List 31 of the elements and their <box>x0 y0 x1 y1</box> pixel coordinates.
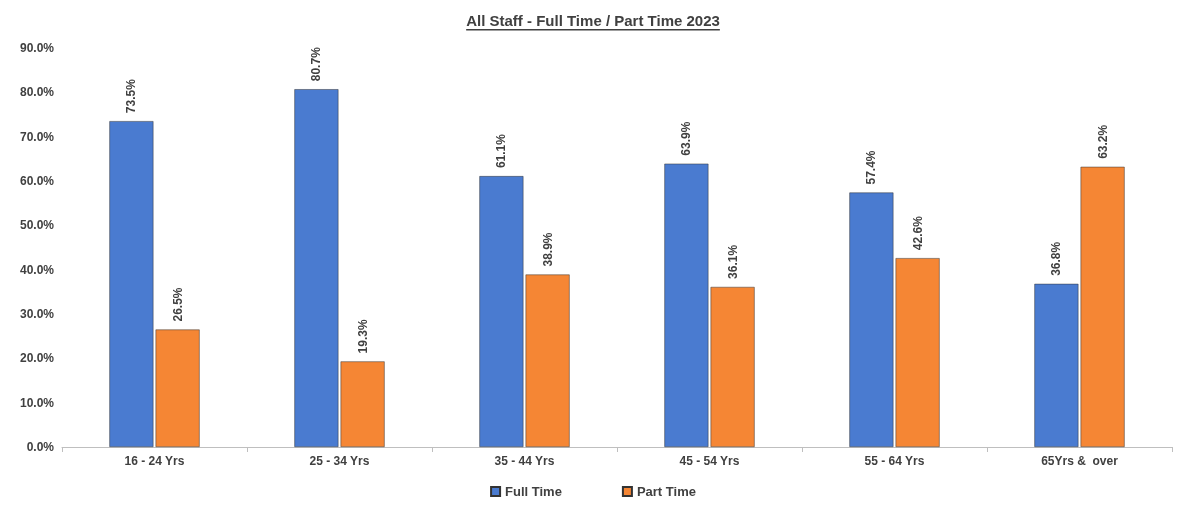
legend-label: Full Time <box>505 484 562 499</box>
data-label: 42.6% <box>910 215 925 251</box>
x-tick-label: 35 - 44 Yrs <box>494 454 555 468</box>
y-tick-label: 90.0% <box>19 41 55 55</box>
data-label: 61.1% <box>494 133 509 169</box>
data-label: 63.9% <box>679 121 694 156</box>
y-tick-label: 80.0% <box>19 85 55 100</box>
x-tick-label: 25 - 34 Yrs <box>309 454 370 468</box>
y-tick-label: 10.0% <box>19 395 55 410</box>
y-tick-label: 30.0% <box>19 307 55 321</box>
y-tick-label: 20.0% <box>19 351 55 366</box>
data-label: 38.9% <box>540 232 555 267</box>
x-tick-label: 45 - 54 Yrs <box>679 454 740 468</box>
y-tick-label: 60.0% <box>19 174 55 188</box>
y-tick-label: 50.0% <box>19 218 55 233</box>
y-tick-label: 70.0% <box>19 129 55 144</box>
data-label: 80.7% <box>309 46 324 82</box>
data-label: 63.2% <box>1095 124 1110 159</box>
x-tick-label: 55 - 64 Yrs <box>864 454 925 468</box>
x-tick-label: 16 - 24 Yrs <box>124 454 185 468</box>
y-tick-label: 40.0% <box>19 262 55 277</box>
legend-label: Part Time <box>636 484 696 499</box>
y-tick-label: 0.0% <box>26 440 55 454</box>
chart-title: All Staff - Full Time / Part Time 2023 <box>466 12 720 29</box>
data-label: 26.5% <box>170 287 185 322</box>
data-label: 73.5% <box>124 78 139 114</box>
data-label: 57.4% <box>864 150 879 185</box>
data-label: 36.8% <box>1049 241 1064 276</box>
x-tick-label: 65Yrs & over <box>1041 454 1119 468</box>
data-label: 36.1% <box>725 244 740 279</box>
data-label: 19.3% <box>355 319 370 354</box>
